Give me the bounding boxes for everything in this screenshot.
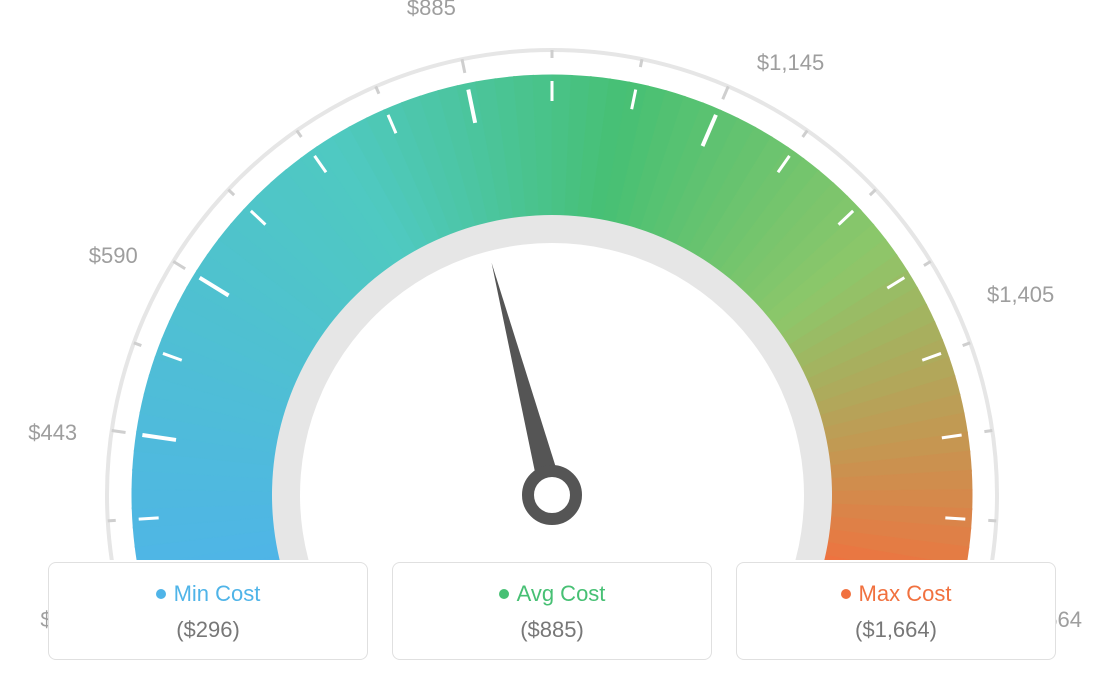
legend-dot-max: [841, 589, 851, 599]
chart-container: $296$443$590$885$1,145$1,405$1,664 Min C…: [0, 0, 1104, 690]
gauge-tick-label: $885: [391, 0, 471, 21]
legend-row: Min Cost ($296) Avg Cost ($885) Max Cost…: [0, 562, 1104, 660]
legend-title-row: Max Cost: [747, 581, 1045, 607]
legend-title-max: Max Cost: [859, 581, 952, 607]
legend-title-row: Avg Cost: [403, 581, 701, 607]
legend-dot-avg: [499, 589, 509, 599]
legend-dot-min: [156, 589, 166, 599]
legend-value-max: ($1,664): [747, 617, 1045, 643]
legend-value-avg: ($885): [403, 617, 701, 643]
legend-title-avg: Avg Cost: [517, 581, 606, 607]
legend-card-max: Max Cost ($1,664): [736, 562, 1056, 660]
legend-card-min: Min Cost ($296): [48, 562, 368, 660]
gauge-area: $296$443$590$885$1,145$1,405$1,664: [0, 0, 1104, 560]
legend-value-min: ($296): [59, 617, 357, 643]
legend-title-min: Min Cost: [174, 581, 261, 607]
legend-card-avg: Avg Cost ($885): [392, 562, 712, 660]
gauge-tick-label: $1,145: [757, 50, 824, 76]
legend-title-row: Min Cost: [59, 581, 357, 607]
gauge-tick-label: $590: [58, 243, 138, 269]
gauge-tick-label: $443: [0, 420, 77, 446]
gauge-svg: [0, 0, 1104, 560]
gauge-tick-label: $1,405: [987, 282, 1054, 308]
